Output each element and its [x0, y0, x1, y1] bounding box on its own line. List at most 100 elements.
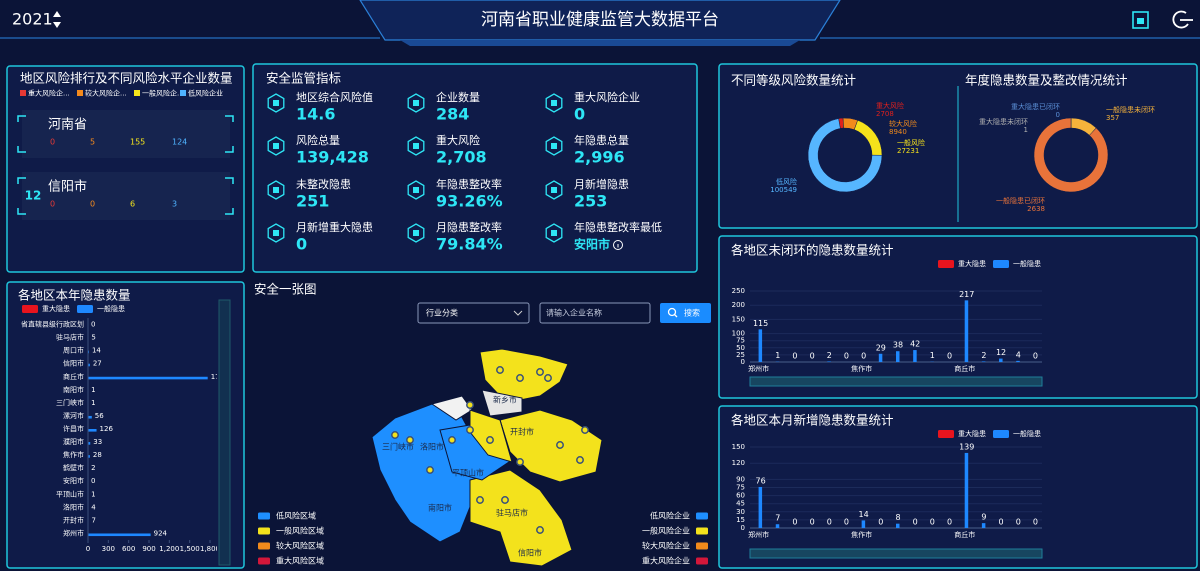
y-tick-label: 安阳市	[63, 476, 84, 485]
risk-count: 124	[172, 138, 187, 147]
slice-label: 重大隐患已闭环	[1011, 102, 1060, 111]
map-region[interactable]	[469, 469, 573, 567]
value-label: 38	[893, 341, 903, 350]
y-tick-label: 75	[736, 337, 745, 345]
select-text: 行业分类	[426, 308, 458, 318]
info-icon	[613, 240, 623, 250]
legend-label: 重大风险区域	[276, 556, 324, 566]
bar	[981, 523, 986, 528]
slice-label: 重大隐患未闭环	[979, 117, 1028, 126]
y-tick-label: 200	[732, 301, 745, 309]
y-tick-label: 三门峡市	[56, 398, 84, 407]
scrollbar[interactable]	[749, 376, 1043, 387]
legend-label: 低风险区域	[276, 511, 316, 521]
bar	[88, 429, 97, 432]
indicator-label: 年隐患总量	[574, 133, 629, 147]
value-label: 14	[859, 510, 869, 519]
y-tick-label: 省直辖县级行政区划	[21, 320, 84, 329]
indicator-label: 月隐患整改率	[436, 220, 502, 234]
year-up[interactable]	[53, 11, 61, 17]
screen-icon[interactable]	[1132, 11, 1149, 29]
pie-slice	[1033, 117, 1109, 193]
y-tick-label: 250	[732, 287, 745, 295]
card-corner	[225, 177, 234, 184]
map-label: 信阳市	[518, 548, 542, 558]
search-input[interactable]	[539, 302, 651, 324]
value-label: 1	[930, 351, 935, 360]
value-label: 12	[996, 348, 1006, 357]
value-label: 7	[91, 516, 95, 524]
y-tick-label: 90	[736, 475, 745, 483]
henan-map[interactable]	[371, 348, 603, 567]
y-tick-label: 洛阳市	[63, 502, 84, 511]
map-region[interactable]	[481, 389, 523, 417]
slice-label: 一般隐患未闭环	[1106, 105, 1155, 114]
y-tick-label: 45	[736, 500, 745, 508]
risk-count: 0	[50, 200, 55, 209]
value-label: 115	[753, 319, 768, 328]
value-label: 0	[999, 518, 1004, 527]
legend-swatch	[696, 527, 708, 535]
indicator-value: 2,996	[574, 148, 625, 167]
value-label: 0	[878, 518, 883, 527]
indicator-icon-glyph	[551, 230, 557, 236]
y-tick-label: 驻马店市	[56, 333, 84, 342]
value-label: 0	[930, 518, 935, 527]
bar	[964, 300, 969, 362]
legend-label: 重大隐患	[958, 259, 986, 268]
search-placeholder: 请输入企业名称	[546, 308, 602, 318]
value-label: 126	[100, 425, 114, 433]
legend-swatch	[258, 557, 270, 565]
y-tick-label: 30	[736, 508, 745, 516]
value-label: 33	[93, 438, 102, 446]
value-label: 0	[844, 518, 849, 527]
indicator-label: 企业数量	[436, 90, 480, 104]
section-title: 安全一张图	[254, 282, 317, 297]
value-label: 14	[92, 347, 101, 355]
value-label: 0	[947, 352, 952, 361]
map-region[interactable]	[499, 409, 603, 483]
card-corner	[17, 177, 26, 184]
map-region[interactable]	[479, 348, 569, 401]
bar	[964, 452, 969, 528]
logout-icon[interactable]	[1172, 10, 1189, 29]
legend-swatch	[993, 260, 1009, 268]
region-name: 信阳市	[48, 179, 87, 195]
enterprise-dot	[516, 458, 524, 466]
slice-label: 重大风险	[876, 101, 904, 110]
indicator-icon-glyph	[273, 230, 279, 236]
industry-select[interactable]	[417, 302, 530, 324]
bar	[88, 442, 91, 445]
value-label: 0	[1033, 518, 1038, 527]
indicator-label: 月新增重大隐患	[296, 220, 373, 234]
y-tick-label: 平顶山市	[56, 489, 84, 498]
value-label: 4	[91, 503, 96, 511]
scrollbar[interactable]	[749, 548, 1043, 559]
slice-value: 2708	[876, 110, 894, 118]
indicator-icon	[407, 93, 425, 113]
map-region[interactable]	[430, 395, 473, 421]
enterprise-dot	[486, 436, 494, 444]
header-banner	[359, 0, 841, 41]
enterprise-dot	[496, 366, 504, 374]
indicator-value: 139,428	[296, 148, 369, 167]
scrollbar[interactable]	[218, 299, 231, 566]
y-tick-label: 75	[736, 484, 745, 492]
indicator-label: 月新增隐患	[574, 177, 629, 191]
panel	[718, 235, 1198, 399]
legend-label: 低风险企业	[650, 511, 690, 521]
slice-label: 一般隐患已闭环	[996, 196, 1045, 205]
indicator-icon	[267, 136, 285, 156]
indicator-icon-glyph	[413, 187, 419, 193]
year[interactable]: 2021	[12, 10, 53, 29]
year-down[interactable]	[53, 22, 61, 28]
x-tick-label: 郑州市	[748, 530, 769, 539]
panel-title: 年度隐患数量及整改情况统计	[965, 73, 1128, 88]
map-label: 南阳市	[428, 503, 452, 513]
indicator-icon-glyph	[551, 100, 557, 106]
bar	[88, 376, 208, 380]
y-tick-label: 商丘市	[63, 372, 84, 381]
legend-label: 重大隐患	[42, 304, 70, 313]
header: 2021 河南省职业健康监管大数据平台	[0, 0, 1200, 46]
x-tick-label: 600	[122, 545, 135, 553]
